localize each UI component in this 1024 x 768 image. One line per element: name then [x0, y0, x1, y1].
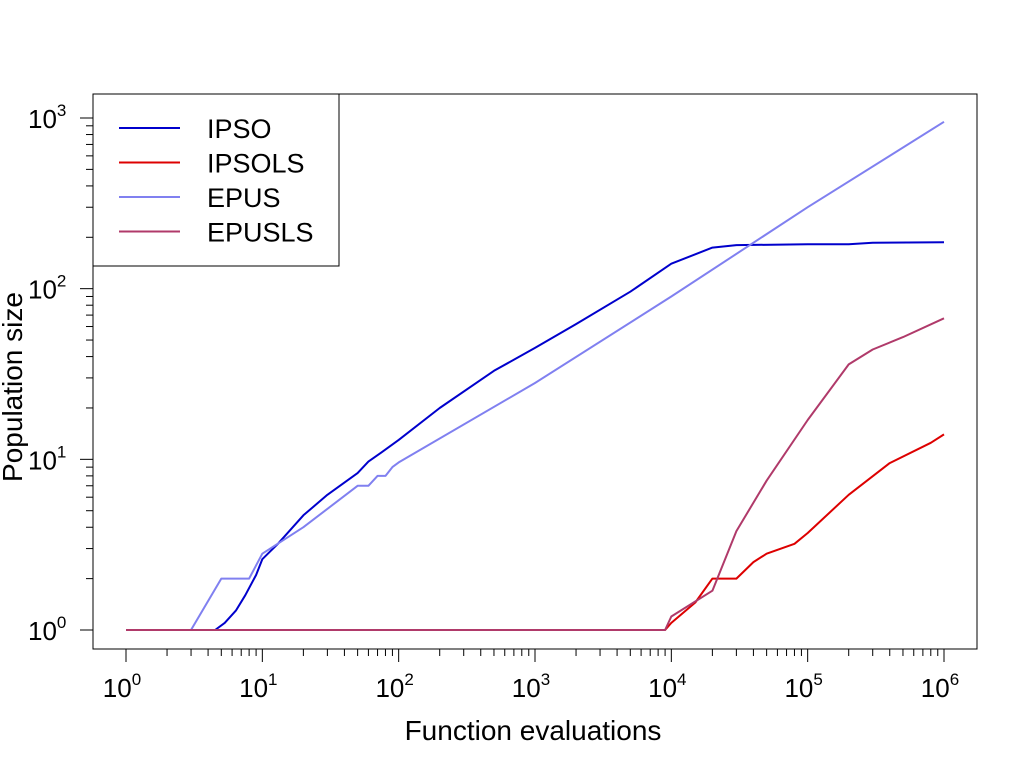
legend: IPSO IPSOLS EPUS EPUSLS: [92, 93, 340, 267]
x-tick-label: 105: [784, 670, 822, 703]
x-tick-base: 10: [784, 673, 813, 703]
y-tick-exponent: 3: [57, 101, 66, 120]
x-axis-label: Function evaluations: [405, 715, 662, 746]
series-line-epusls: [126, 317, 945, 631]
legend-label-epus: EPUS: [207, 183, 281, 213]
x-tick-exponent: 0: [132, 670, 141, 689]
y-tick-exponent: 0: [57, 613, 66, 632]
x-tick-label: 101: [239, 670, 277, 703]
y-tick-base: 10: [28, 104, 57, 134]
y-axis-label: Population size: [0, 292, 28, 482]
x-tick-label: 106: [921, 670, 959, 703]
x-tick-base: 10: [103, 673, 132, 703]
y-tick-base: 10: [28, 616, 57, 646]
x-tick-label: 100: [103, 670, 141, 703]
x-tick-base: 10: [648, 673, 677, 703]
x-tick-base: 10: [921, 673, 950, 703]
series-line-ipsols: [126, 433, 945, 631]
y-tick-base: 10: [28, 445, 57, 475]
x-tick-label: 102: [375, 670, 413, 703]
x-tick-base: 10: [512, 673, 541, 703]
x-tick-label: 103: [512, 670, 550, 703]
y-tick-base: 10: [28, 275, 57, 305]
x-tick-label: 104: [648, 670, 686, 703]
legend-label-ipso: IPSO: [207, 114, 272, 144]
x-tick-exponent: 3: [541, 670, 550, 689]
legend-box: [92, 93, 340, 267]
x-tick-exponent: 1: [268, 670, 277, 689]
x-tick-base: 10: [239, 673, 268, 703]
x-tick-exponent: 6: [950, 670, 959, 689]
y-tick-label: 103: [28, 101, 66, 134]
x-tick-exponent: 5: [813, 670, 822, 689]
x-tick-base: 10: [375, 673, 404, 703]
legend-label-epusls: EPUSLS: [207, 218, 314, 248]
y-tick-exponent: 2: [57, 272, 66, 291]
series-line-epus: [126, 120, 945, 631]
legend-label-ipsols: IPSOLS: [207, 149, 305, 179]
y-tick-exponent: 1: [57, 442, 66, 461]
y-tick-label: 100: [28, 613, 66, 646]
x-axis: 100 101 102 103 104 105 106: [103, 648, 959, 703]
series-lines: [126, 120, 945, 631]
x-tick-exponent: 2: [404, 670, 413, 689]
x-tick-exponent: 4: [677, 670, 686, 689]
y-tick-label: 101: [28, 442, 66, 475]
series-line-ipso: [126, 241, 945, 631]
y-tick-label: 102: [28, 272, 66, 305]
